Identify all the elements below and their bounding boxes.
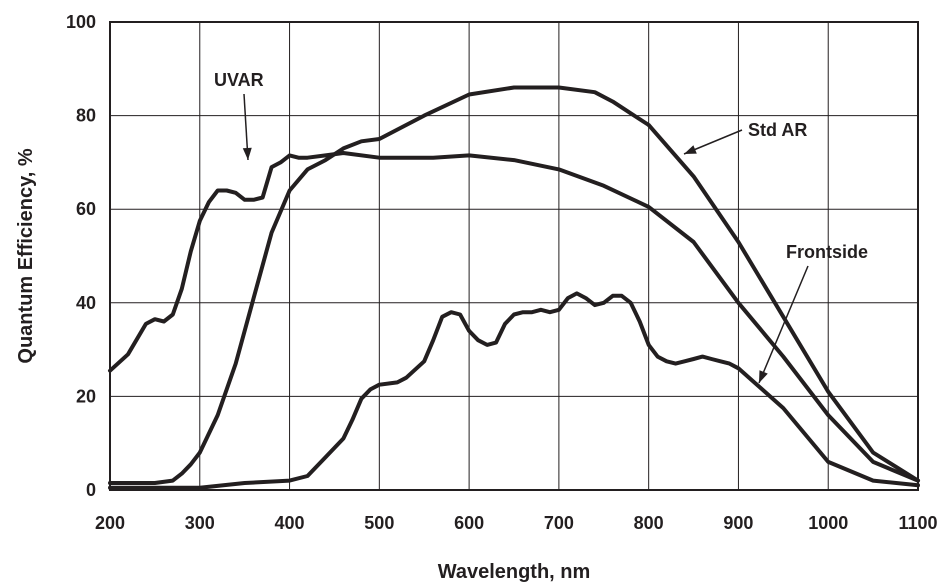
y-tick-label: 40 [76,293,96,313]
frontside-curve [108,291,920,490]
uvar-curve [108,151,920,483]
x-tick-label: 400 [275,513,305,533]
std-ar-label: Std AR [748,120,807,140]
std-ar-curve [108,85,920,485]
y-tick-label: 80 [76,106,96,126]
std-ar-arrow-head [684,145,697,154]
x-tick-label: 600 [454,513,484,533]
y-tick-label: 0 [86,480,96,500]
y-tick-label: 20 [76,386,96,406]
uvar-arrow-head [242,147,252,160]
x-tick-label: 800 [634,513,664,533]
frontside-arrow [758,265,809,384]
y-tick-label: 60 [76,199,96,219]
uvar-label: UVAR [214,70,264,90]
annotation-arrows [242,93,809,384]
x-tick-label: 900 [723,513,753,533]
x-axis-title: Wavelength, nm [438,561,591,583]
x-tick-label: 200 [95,513,125,533]
plot-frame [109,21,919,491]
x-tick-label: 1100 [898,513,937,533]
x-tick-label: 500 [364,513,394,533]
y-tick-label: 100 [66,12,96,32]
x-tick-label: 700 [544,513,574,533]
y-tick-labels: 0 20 40 60 80 100 [66,12,96,500]
frontside-label: Frontside [786,242,868,262]
x-tick-label: 1000 [808,513,848,533]
x-tick-labels: 200 300 400 500 600 700 800 900 1000 1100 [95,513,938,533]
data-series [108,85,920,490]
x-tick-label: 300 [185,513,215,533]
y-axis-title: Quantum Efficiency, % [15,148,37,363]
frontside-arrow-head [759,370,768,383]
